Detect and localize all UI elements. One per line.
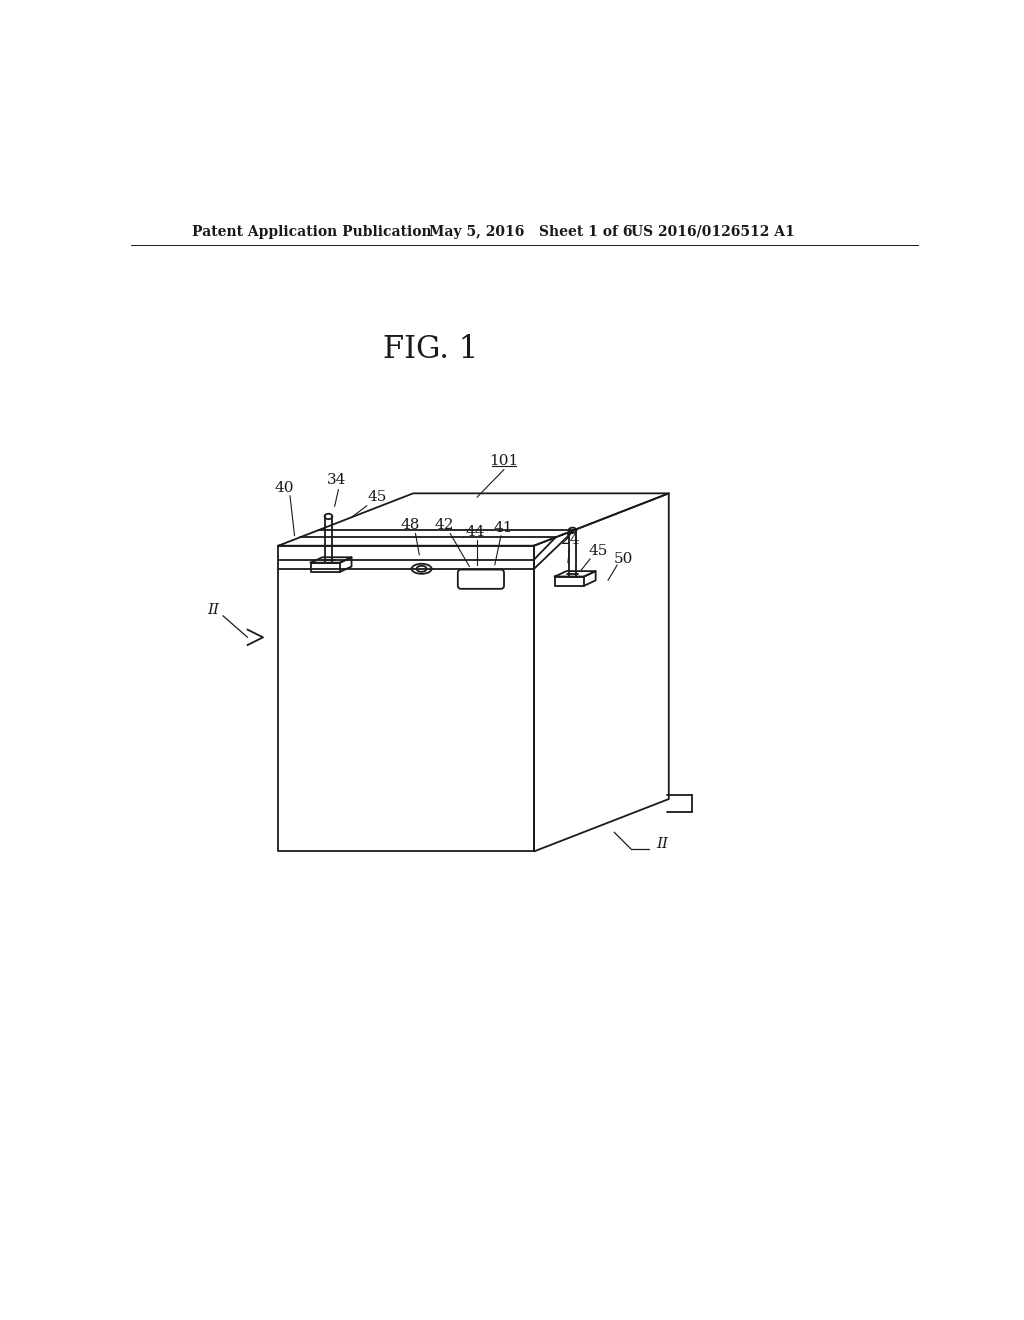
Text: II: II xyxy=(208,603,220,618)
Text: Patent Application Publication: Patent Application Publication xyxy=(193,224,432,239)
Text: 45: 45 xyxy=(588,544,607,558)
Text: US 2016/0126512 A1: US 2016/0126512 A1 xyxy=(631,224,795,239)
Text: FIG. 1: FIG. 1 xyxy=(383,334,478,364)
Text: 34: 34 xyxy=(327,474,346,487)
Text: 101: 101 xyxy=(489,454,518,469)
Text: 42: 42 xyxy=(435,517,455,532)
Text: 41: 41 xyxy=(494,521,513,535)
Text: 40: 40 xyxy=(274,480,294,495)
Text: 50: 50 xyxy=(613,552,633,566)
Text: May 5, 2016   Sheet 1 of 6: May 5, 2016 Sheet 1 of 6 xyxy=(429,224,633,239)
Text: 48: 48 xyxy=(400,517,420,532)
Text: 45: 45 xyxy=(368,490,387,504)
Text: II: II xyxy=(655,837,668,851)
Text: 44: 44 xyxy=(465,525,484,539)
Text: 24: 24 xyxy=(561,532,581,546)
